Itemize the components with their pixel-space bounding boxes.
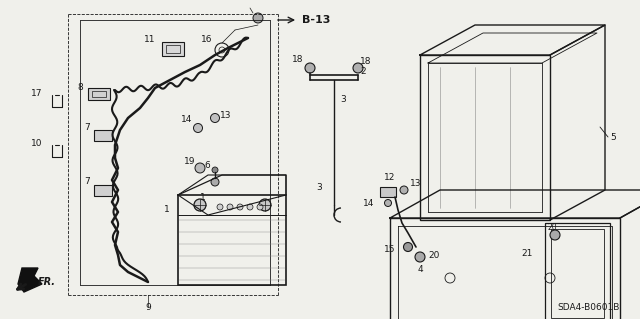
Text: 17: 17 (31, 88, 42, 98)
Text: 19: 19 (184, 158, 195, 167)
Circle shape (403, 242, 413, 251)
Text: 10: 10 (31, 138, 42, 147)
Text: 9: 9 (145, 302, 151, 311)
Circle shape (400, 186, 408, 194)
Text: 6: 6 (204, 160, 210, 169)
Text: 8: 8 (77, 83, 83, 92)
Text: 18: 18 (291, 56, 303, 64)
Circle shape (257, 204, 263, 210)
Circle shape (211, 114, 220, 122)
Text: 11: 11 (143, 34, 155, 43)
Circle shape (237, 204, 243, 210)
Text: 20: 20 (428, 250, 440, 259)
Circle shape (305, 63, 315, 73)
Text: 12: 12 (384, 173, 396, 182)
Circle shape (353, 63, 363, 73)
Bar (88, 88, 110, 100)
Text: 14: 14 (363, 198, 374, 207)
Circle shape (193, 123, 202, 132)
Circle shape (385, 199, 392, 206)
Text: 16: 16 (200, 35, 212, 44)
Circle shape (259, 199, 271, 211)
Text: 7: 7 (84, 122, 90, 131)
Text: 3: 3 (340, 95, 346, 105)
Circle shape (217, 204, 223, 210)
Text: 1: 1 (200, 194, 205, 203)
Text: 7: 7 (84, 177, 90, 187)
Circle shape (212, 167, 218, 173)
Circle shape (247, 204, 253, 210)
Bar (94, 185, 112, 196)
Bar (380, 187, 396, 197)
Bar (545, 223, 610, 319)
Text: 13: 13 (410, 179, 422, 188)
Polygon shape (18, 268, 42, 292)
Text: 21: 21 (522, 249, 533, 257)
Bar (92, 91, 106, 97)
Text: 13: 13 (220, 110, 232, 120)
Circle shape (211, 178, 219, 186)
Circle shape (227, 204, 233, 210)
Bar (94, 130, 112, 141)
Circle shape (194, 199, 206, 211)
Circle shape (550, 230, 560, 240)
Text: 4: 4 (417, 264, 423, 273)
Bar (166, 45, 180, 53)
Text: 5: 5 (610, 132, 616, 142)
Circle shape (415, 252, 425, 262)
Bar (178, 195, 286, 285)
Text: 20: 20 (547, 224, 557, 233)
Text: 14: 14 (180, 115, 192, 124)
Text: 1: 1 (164, 205, 170, 214)
Text: SDA4-B0601B: SDA4-B0601B (557, 303, 620, 312)
Text: 15: 15 (383, 246, 395, 255)
Text: 2: 2 (360, 68, 365, 77)
Bar (551, 229, 604, 318)
Text: B-13: B-13 (302, 15, 330, 25)
Text: 18: 18 (360, 57, 371, 66)
Circle shape (253, 13, 263, 23)
Bar (162, 42, 184, 56)
Text: 3: 3 (316, 183, 322, 192)
Bar (420, 55, 550, 220)
Circle shape (195, 163, 205, 173)
Text: FR.: FR. (38, 277, 56, 287)
